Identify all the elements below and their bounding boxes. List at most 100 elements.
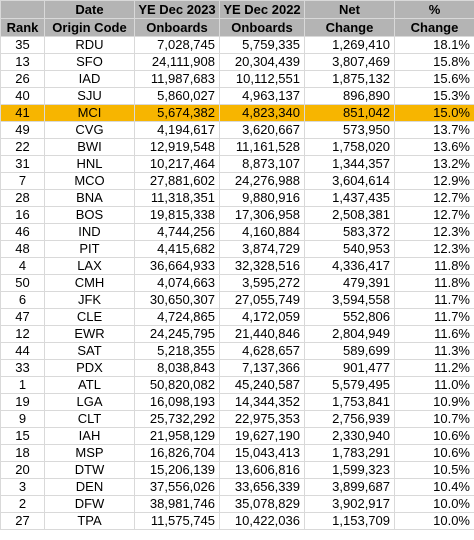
net-change-cell: 3,902,917 [304, 495, 395, 513]
net-change-cell: 583,372 [304, 223, 395, 241]
table-row: 40 SJU 5,860,027 4,963,137 896,890 15.3% [0, 87, 474, 105]
table-row: 31 HNL 10,217,464 8,873,107 1,344,357 13.2% [0, 155, 474, 173]
net-change-cell: 1,753,841 [304, 393, 395, 411]
rank-cell: 22 [0, 138, 45, 156]
net-change-cell: 573,950 [304, 121, 395, 139]
percent-change-cell: 18.1% [394, 36, 474, 54]
origin-code-cell: MSP [44, 444, 135, 462]
net-change-cell: 1,344,357 [304, 155, 395, 173]
onboards-2022-cell: 7,137,366 [219, 359, 305, 377]
percent-change-cell: 10.4% [394, 478, 474, 496]
net-change-cell: 1,758,020 [304, 138, 395, 156]
percent-change-cell: 12.3% [394, 240, 474, 258]
origin-code-cell: MCO [44, 172, 135, 190]
table-row: 49 CVG 4,194,617 3,620,667 573,950 13.7% [0, 121, 474, 139]
percent-change-cell: 11.6% [394, 325, 474, 343]
rank-cell: 48 [0, 240, 45, 258]
table-row: 44 SAT 5,218,355 4,628,657 589,699 11.3% [0, 342, 474, 360]
onboards-2022-cell: 24,276,988 [219, 172, 305, 190]
table-row: 3 DEN 37,556,026 33,656,339 3,899,687 10.4% [0, 478, 474, 496]
onboards-2022-cell: 32,328,516 [219, 257, 305, 275]
onboards-2023-cell: 50,820,082 [134, 376, 220, 394]
onboards-2023-cell: 8,038,843 [134, 359, 220, 377]
percent-change-cell: 15.6% [394, 70, 474, 88]
origin-code-cell: ATL [44, 376, 135, 394]
rank-cell: 27 [0, 512, 45, 530]
table-body: 35 RDU 7,028,745 5,759,335 1,269,410 18.1% 13 S… [0, 36, 474, 530]
table-row: 41 MCI 5,674,382 4,823,340 851,042 15.0% [0, 104, 474, 122]
header-change: Change [304, 18, 395, 37]
table-row: 16 BOS 19,815,338 17,306,958 2,508,381 12.7% [0, 206, 474, 224]
net-change-cell: 3,807,469 [304, 53, 395, 71]
onboards-2022-cell: 22,975,353 [219, 410, 305, 428]
rank-cell: 12 [0, 325, 45, 343]
origin-code-cell: IND [44, 223, 135, 241]
onboards-2023-cell: 12,919,548 [134, 138, 220, 156]
origin-code-cell: IAD [44, 70, 135, 88]
net-change-cell: 552,806 [304, 308, 395, 326]
table-row: 48 PIT 4,415,682 3,874,729 540,953 12.3% [0, 240, 474, 258]
onboards-2023-cell: 5,218,355 [134, 342, 220, 360]
header-row-2: Rank Origin Code Onboards Onboards Chang… [0, 18, 474, 37]
percent-change-cell: 12.9% [394, 172, 474, 190]
net-change-cell: 851,042 [304, 104, 395, 122]
rank-cell: 50 [0, 274, 45, 292]
onboards-2023-cell: 38,981,746 [134, 495, 220, 513]
rank-cell: 16 [0, 206, 45, 224]
table-row: 20 DTW 15,206,139 13,606,816 1,599,323 10.5% [0, 461, 474, 479]
rank-cell: 46 [0, 223, 45, 241]
origin-code-cell: BOS [44, 206, 135, 224]
net-change-cell: 479,391 [304, 274, 395, 292]
percent-change-cell: 11.8% [394, 274, 474, 292]
table-row: 6 JFK 30,650,307 27,055,749 3,594,558 11.7% [0, 291, 474, 309]
origin-code-cell: MCI [44, 104, 135, 122]
rank-cell: 26 [0, 70, 45, 88]
rank-cell: 2 [0, 495, 45, 513]
onboards-2023-cell: 4,194,617 [134, 121, 220, 139]
onboards-2022-cell: 45,240,587 [219, 376, 305, 394]
onboards-2022-cell: 4,963,137 [219, 87, 305, 105]
origin-code-cell: DTW [44, 461, 135, 479]
origin-code-cell: CMH [44, 274, 135, 292]
rank-cell: 1 [0, 376, 45, 394]
origin-code-cell: SJU [44, 87, 135, 105]
table-row: 12 EWR 24,245,795 21,440,846 2,804,949 11.6% [0, 325, 474, 343]
table-row: 7 MCO 27,881,602 24,276,988 3,604,614 12.9% [0, 172, 474, 190]
percent-change-cell: 10.6% [394, 427, 474, 445]
onboards-2023-cell: 36,664,933 [134, 257, 220, 275]
onboards-2023-cell: 27,881,602 [134, 172, 220, 190]
net-change-cell: 1,783,291 [304, 444, 395, 462]
origin-code-cell: SAT [44, 342, 135, 360]
origin-code-cell: LAX [44, 257, 135, 275]
header-percent: % [394, 0, 474, 19]
percent-change-cell: 10.0% [394, 495, 474, 513]
onboards-2023-cell: 11,575,745 [134, 512, 220, 530]
percent-change-cell: 11.7% [394, 308, 474, 326]
onboards-2023-cell: 15,206,139 [134, 461, 220, 479]
rank-cell: 13 [0, 53, 45, 71]
table-row: 50 CMH 4,074,663 3,595,272 479,391 11.8% [0, 274, 474, 292]
net-change-cell: 540,953 [304, 240, 395, 258]
onboards-2022-cell: 4,172,059 [219, 308, 305, 326]
net-change-cell: 2,330,940 [304, 427, 395, 445]
percent-change-cell: 13.7% [394, 121, 474, 139]
rank-cell: 19 [0, 393, 45, 411]
rank-cell: 20 [0, 461, 45, 479]
table-row: 2 DFW 38,981,746 35,078,829 3,902,917 10.0% [0, 495, 474, 513]
rank-cell: 40 [0, 87, 45, 105]
origin-code-cell: BNA [44, 189, 135, 207]
onboards-2022-cell: 3,620,667 [219, 121, 305, 139]
rank-cell: 7 [0, 172, 45, 190]
percent-change-cell: 12.7% [394, 206, 474, 224]
onboards-2022-cell: 4,823,340 [219, 104, 305, 122]
onboards-2022-cell: 17,306,958 [219, 206, 305, 224]
onboards-2022-cell: 4,160,884 [219, 223, 305, 241]
header-row-1: Date YE Dec 2023 YE Dec 2022 Net % [0, 0, 474, 19]
percent-change-cell: 10.9% [394, 393, 474, 411]
onboards-2022-cell: 15,043,413 [219, 444, 305, 462]
table-row: 26 IAD 11,987,683 10,112,551 1,875,132 15.6% [0, 70, 474, 88]
origin-code-cell: DEN [44, 478, 135, 496]
onboards-2022-cell: 10,112,551 [219, 70, 305, 88]
rank-cell: 15 [0, 427, 45, 445]
net-change-cell: 589,699 [304, 342, 395, 360]
